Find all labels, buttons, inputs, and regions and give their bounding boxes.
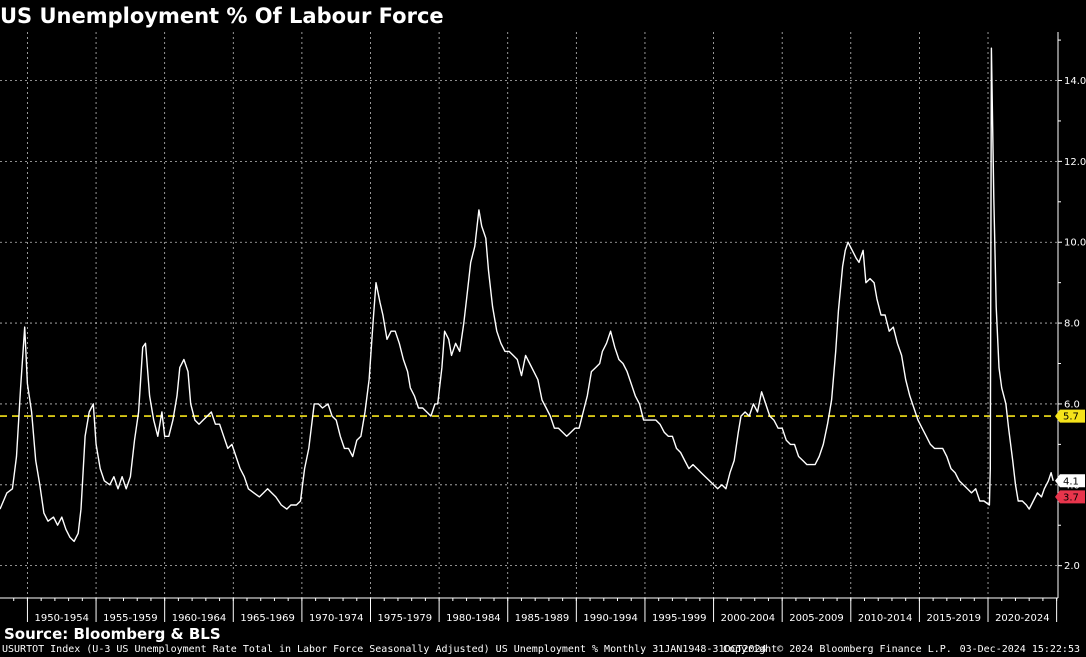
y-tick-label: 14.0 [1064,76,1086,87]
x-category-label: 1970-1974 [309,613,364,624]
y-tick-label: 10.0 [1064,238,1086,249]
min-badge-label: 3.7 [1063,492,1079,503]
x-category-label: 1985-1989 [515,613,570,624]
average-badge-bg [1055,409,1085,423]
grid-layer [0,32,1058,598]
last-value-badge-bg [1055,474,1085,488]
x-category-label: 2015-2019 [926,613,981,624]
series-description: USURTOT Index (U-3 US Unemployment Rate … [2,644,767,655]
min-badge-bg [1055,490,1085,504]
y-tick-label: 2.0 [1064,561,1080,572]
copyright-note: Copyright© 2024 Bloomberg Finance L.P. [723,644,952,655]
x-category-label: 2000-2004 [721,613,776,624]
x-category-label: 1965-1969 [240,613,295,624]
x-category-label: 1980-1984 [446,613,501,624]
x-category-label: 1960-1964 [172,613,227,624]
y-tick-label: 12.0 [1064,157,1086,168]
series-layer [0,47,1054,543]
x-category-label: 2010-2014 [858,613,913,624]
chart-title: US Unemployment % Of Labour Force [0,4,444,28]
min-badge: 3.7 [1055,490,1085,504]
x-category-label: 1995-1999 [652,613,707,624]
last-value-badge-label: 4.1 [1063,476,1079,487]
y-tick-label: 6.0 [1064,399,1080,410]
average-badge: 5.7 [1055,409,1085,423]
last-value-badge: 4.1 [1055,474,1085,488]
x-category-label: 2020-2024 [995,613,1050,624]
x-category-label: 1975-1979 [378,613,433,624]
badge-layer: 5.7 4.1 3.7 [1055,409,1085,504]
x-category-label: 2005-2009 [789,613,844,624]
axis-layer: 2.04.06.08.010.012.014.01950-19541955-19… [0,32,1086,624]
average-badge-label: 5.7 [1063,412,1079,423]
unemployment-line [0,47,1054,543]
source-note: Source: Bloomberg & BLS [4,625,221,643]
x-category-label: 1990-1994 [583,613,638,624]
x-category-label: 1950-1954 [34,613,89,624]
x-category-label: 1955-1959 [103,613,158,624]
timestamp: 03-Dec-2024 15:22:53 [959,644,1080,655]
y-tick-label: 8.0 [1064,319,1080,330]
